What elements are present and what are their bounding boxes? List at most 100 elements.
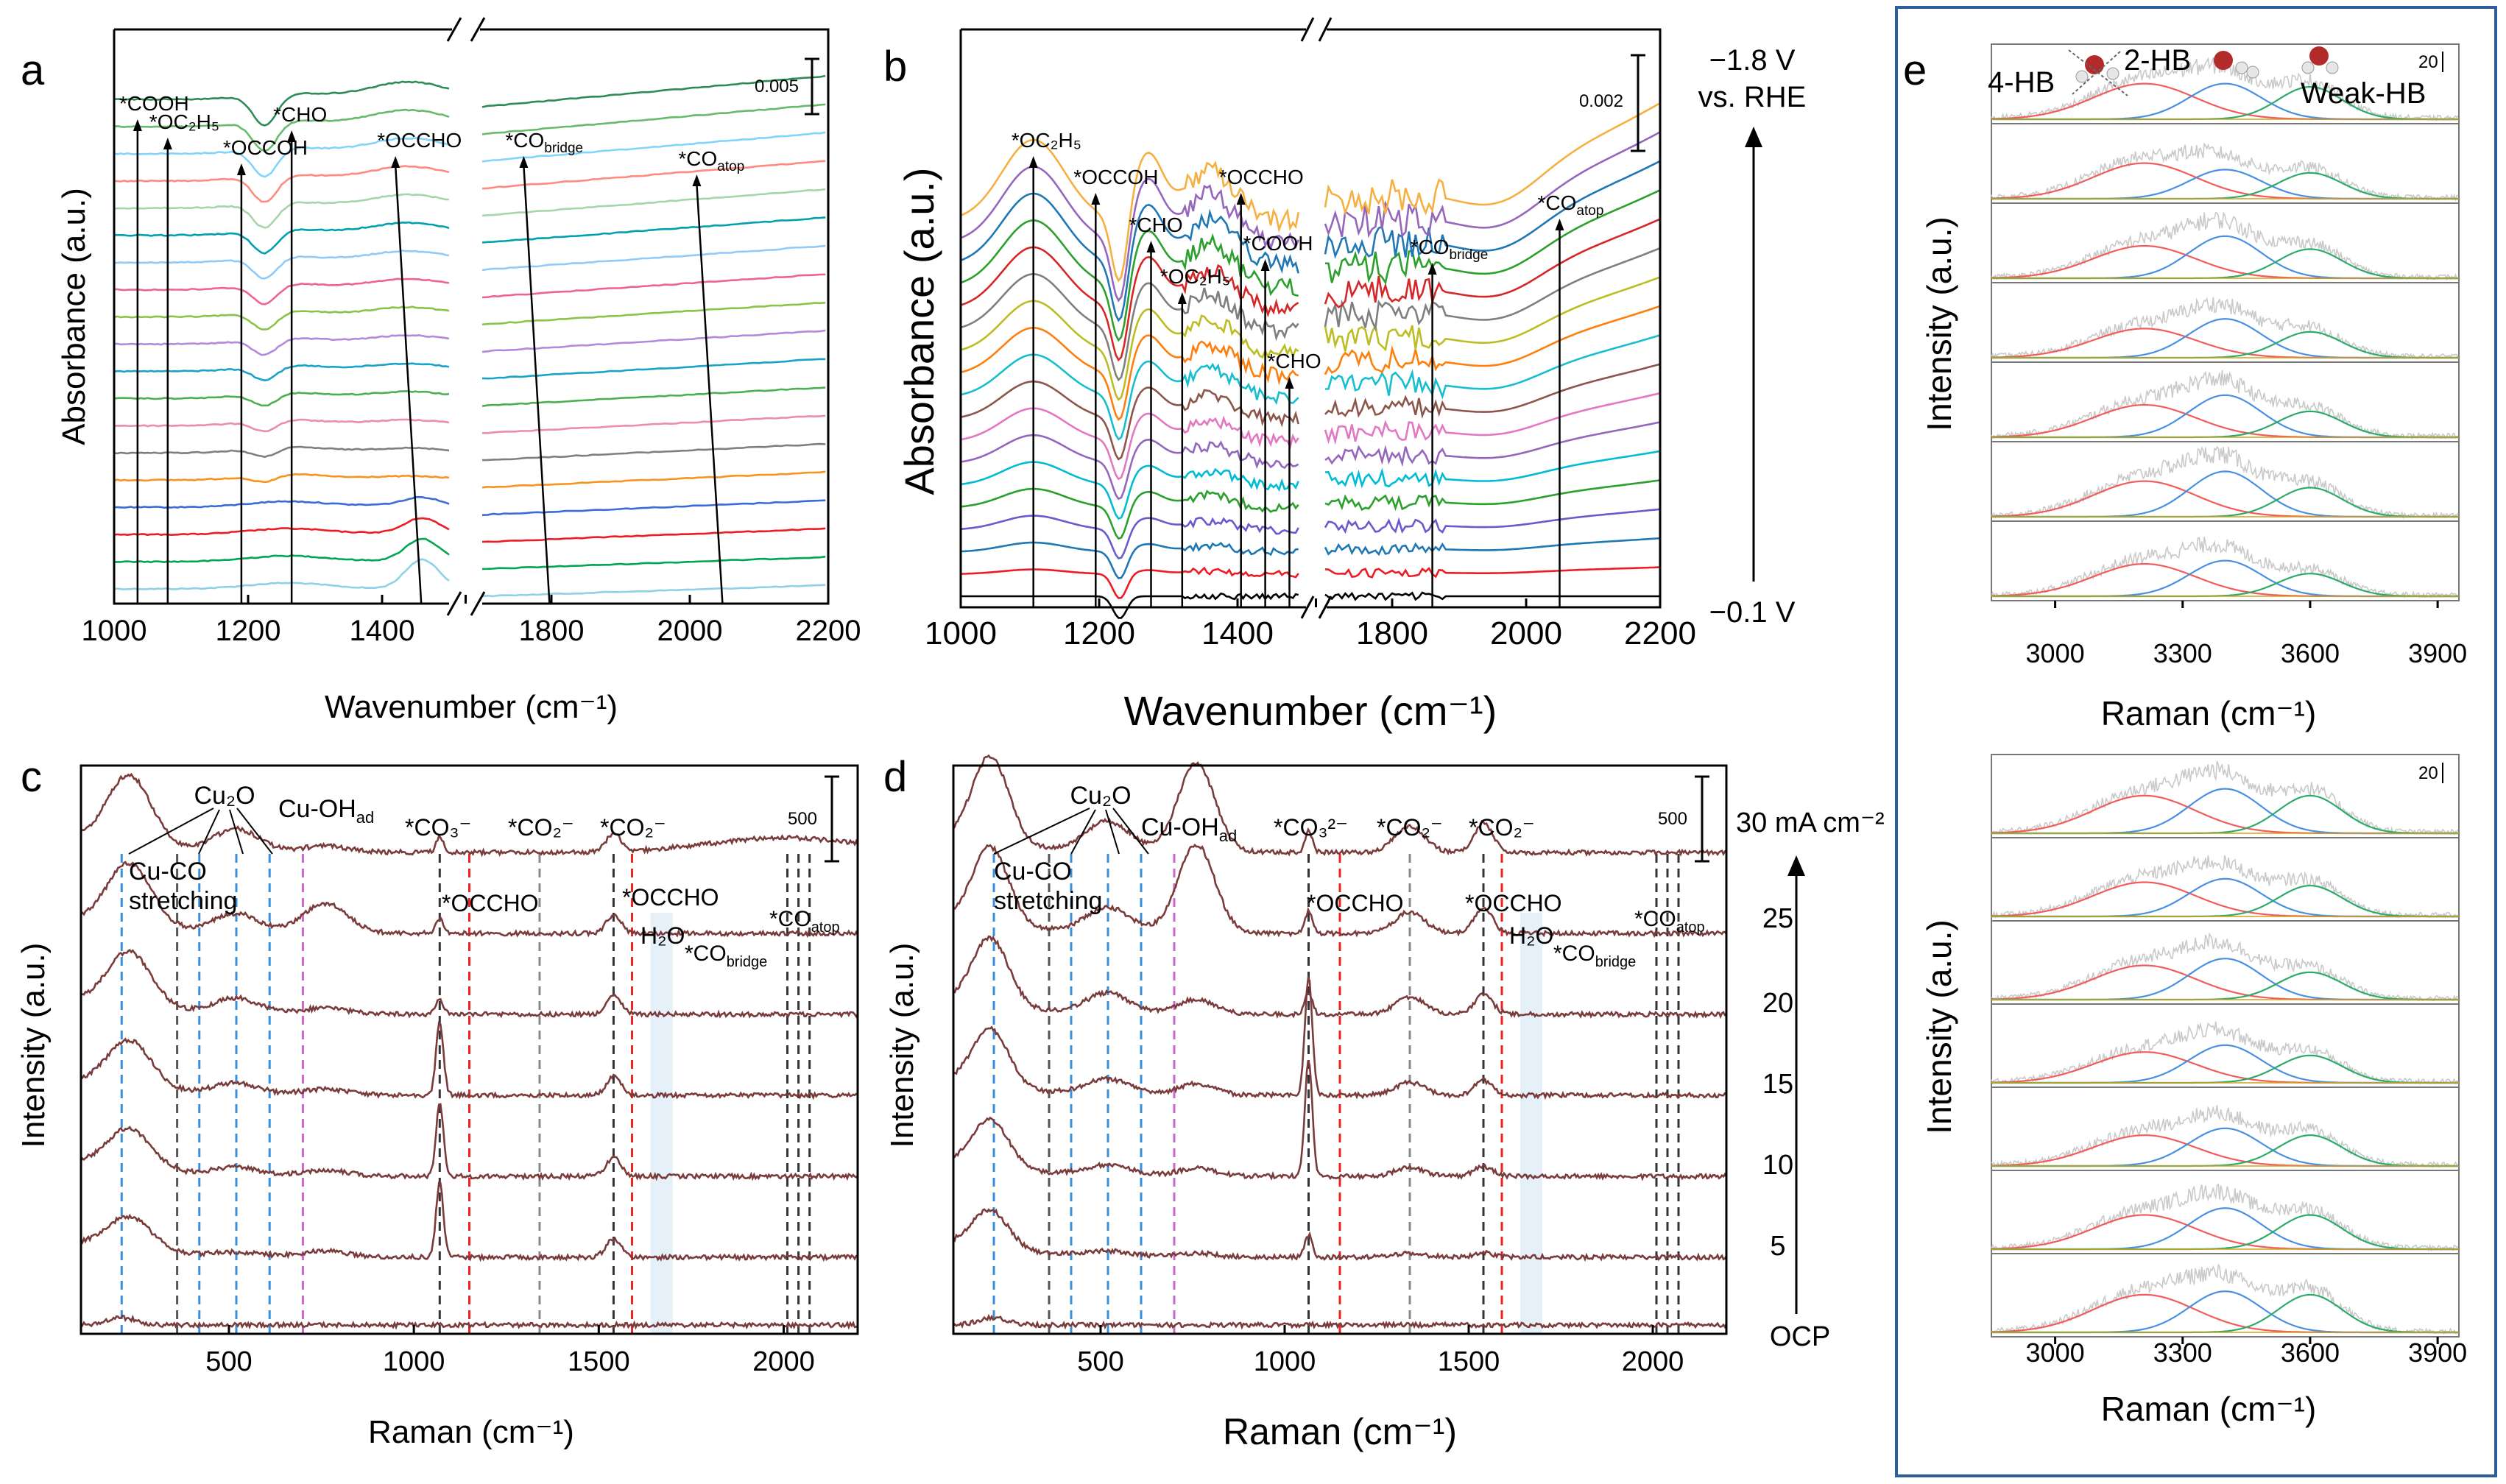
raman-trace <box>953 844 1728 939</box>
panel-a-y-label: Absorbance (a.u.) <box>56 188 92 445</box>
annotation-label: *CObridge <box>505 129 583 156</box>
raman-trace <box>953 1059 1728 1181</box>
panel-c: c 500 1000 1500 2000 Raman (cm⁻¹) Intensity… <box>15 753 859 1450</box>
series-line <box>960 334 1661 441</box>
panel-b-annotations: *OC₂H₅ *OCCOH *CHO *OC₂H₅ *OCCHO *COOH *CHO *CO… <box>1012 129 1603 607</box>
svg-text:20: 20 <box>2418 52 2438 72</box>
raman-trace <box>952 754 1727 858</box>
stretching-label: stretching <box>129 887 237 915</box>
raw-spectrum <box>1991 1183 2459 1252</box>
co-atop-label: *COatop <box>769 907 840 936</box>
panel-d-label: d <box>883 753 907 801</box>
series-line <box>113 414 826 434</box>
arrow-head <box>1285 377 1294 389</box>
raman-trace <box>80 861 859 939</box>
panel-c-water-band <box>650 913 673 1334</box>
co2-label-d2: *CO₂⁻ <box>1469 814 1535 841</box>
cu-co-label: Cu-CO <box>129 858 207 886</box>
x-tick-label: 3000 <box>2026 1338 2085 1368</box>
potential-top-label: −1.8 V <box>1709 44 1796 77</box>
panel-a-x-ticks: 1000 1200 1400 1800 2000 2200 <box>82 595 861 647</box>
series-line <box>113 244 826 280</box>
series-line <box>960 189 1661 342</box>
series-line <box>113 358 826 382</box>
raman-trace <box>953 975 1727 1100</box>
annotation-arrow <box>394 165 423 604</box>
arrow-head <box>163 138 172 149</box>
x-tick-label: 1000 <box>82 615 147 647</box>
panel-d-x-label: Raman (cm⁻¹) <box>1223 1411 1457 1452</box>
arrow-head <box>1427 263 1437 275</box>
x-tick-label: 3300 <box>2153 638 2212 668</box>
panel-d-y-label: Intensity (a.u.) <box>884 943 920 1148</box>
current-tick-25: 25 <box>1762 903 1793 934</box>
series-line <box>113 558 826 598</box>
series-line <box>113 103 826 152</box>
x-tick-label: 1000 <box>925 615 997 651</box>
x-tick-label: 2000 <box>657 615 723 647</box>
panel-c-y-label: Intensity (a.u.) <box>15 943 52 1148</box>
co3-label: *CO₃⁻ <box>405 814 471 841</box>
raw-spectrum <box>1991 760 2459 836</box>
current-tick-10: 10 <box>1762 1150 1793 1181</box>
raman-trace <box>80 1181 858 1262</box>
occho-label-2: *OCCHO <box>622 884 719 911</box>
raman-trace <box>80 1103 858 1181</box>
raw-spectrum <box>1991 1263 2458 1335</box>
co-atop-label-d: *COatop <box>1634 907 1705 936</box>
panel-e-bottom-stack <box>1991 754 2460 1338</box>
x-tick-label: 1800 <box>1356 615 1428 651</box>
series-line <box>113 131 826 178</box>
panel-e: e 3000 3300 3600 3900 3000 3300 3600 3900 Raman… <box>1895 6 2497 1477</box>
raw-spectrum <box>1991 445 2459 520</box>
panel-a-annotations: *COOH*OC₂H₅*OCCOH*CHO*OCCHO *CObridge *COa… <box>119 92 744 604</box>
x-tick-label: 3000 <box>2026 638 2085 668</box>
raw-spectrum <box>1991 142 2459 202</box>
raman-trace <box>952 1208 1728 1262</box>
panel-e-scale-bar-top: 20 <box>2418 52 2443 72</box>
panel-e-scale-bar-bottom: 20 <box>2418 763 2443 783</box>
panel-e-label: e <box>1903 46 1927 94</box>
legend-2hb: 2-HB <box>2124 44 2191 77</box>
series-line <box>960 450 1661 520</box>
panel-a-traces <box>113 74 826 598</box>
cu-co-label-d: Cu-CO <box>994 858 1072 886</box>
series-line <box>113 470 826 489</box>
svg-text:20: 20 <box>2418 763 2438 783</box>
annotation-sub: atop <box>1576 203 1603 219</box>
svg-text:500: 500 <box>1658 809 1687 829</box>
annotation-label: *OC₂H₅ <box>1160 265 1230 288</box>
water-molecule-icon-weakhb <box>2301 46 2339 74</box>
arrow-head <box>1236 193 1246 205</box>
x-tick-label: 1200 <box>216 615 281 647</box>
arrow-head <box>1177 292 1187 304</box>
arrow-head <box>1146 241 1156 252</box>
x-tick-label: 1400 <box>1201 615 1274 651</box>
x-tick-label: 1800 <box>519 615 585 647</box>
cu2o-label: Cu₂O <box>194 782 255 810</box>
h2o-label: H₂O <box>640 922 685 949</box>
legend-4hb: 4-HB <box>1988 66 2055 99</box>
panel-d-current-axis: 30 mA cm⁻² 25 20 15 10 5 OCP <box>1736 808 1885 1352</box>
panel-c-scale-bar: 500 <box>788 775 839 863</box>
occho-label-1: *OCCHO <box>442 890 539 916</box>
panel-d-labels: Cu₂O Cu-CO stretching Cu-OHad *CO₃²⁻ *CO… <box>993 782 1705 970</box>
series-line <box>960 363 1661 461</box>
arrow-head <box>1555 219 1564 230</box>
series-line <box>960 537 1661 579</box>
current-tick-5: 5 <box>1770 1231 1785 1262</box>
panel-d-water-band <box>1520 913 1542 1334</box>
cu-oh-label: Cu-OHad <box>278 795 374 827</box>
panel-b-x-ticks: 1000 1200 1400 1800 2000 2200 <box>925 598 1696 651</box>
arrow-head <box>1091 193 1101 205</box>
current-units-label: 30 mA cm⁻² <box>1736 808 1885 838</box>
co-bridge-label-d: *CObridge <box>1553 941 1636 970</box>
x-tick-label: 500 <box>205 1346 252 1377</box>
panel-c-frame <box>80 764 859 1335</box>
x-tick-label: 3300 <box>2153 1338 2212 1368</box>
series-line <box>960 131 1661 303</box>
series-line <box>113 188 826 229</box>
raman-trace <box>80 949 859 1019</box>
panel-e-x-label-bottom: Raman (cm⁻¹) <box>2101 1390 2317 1428</box>
